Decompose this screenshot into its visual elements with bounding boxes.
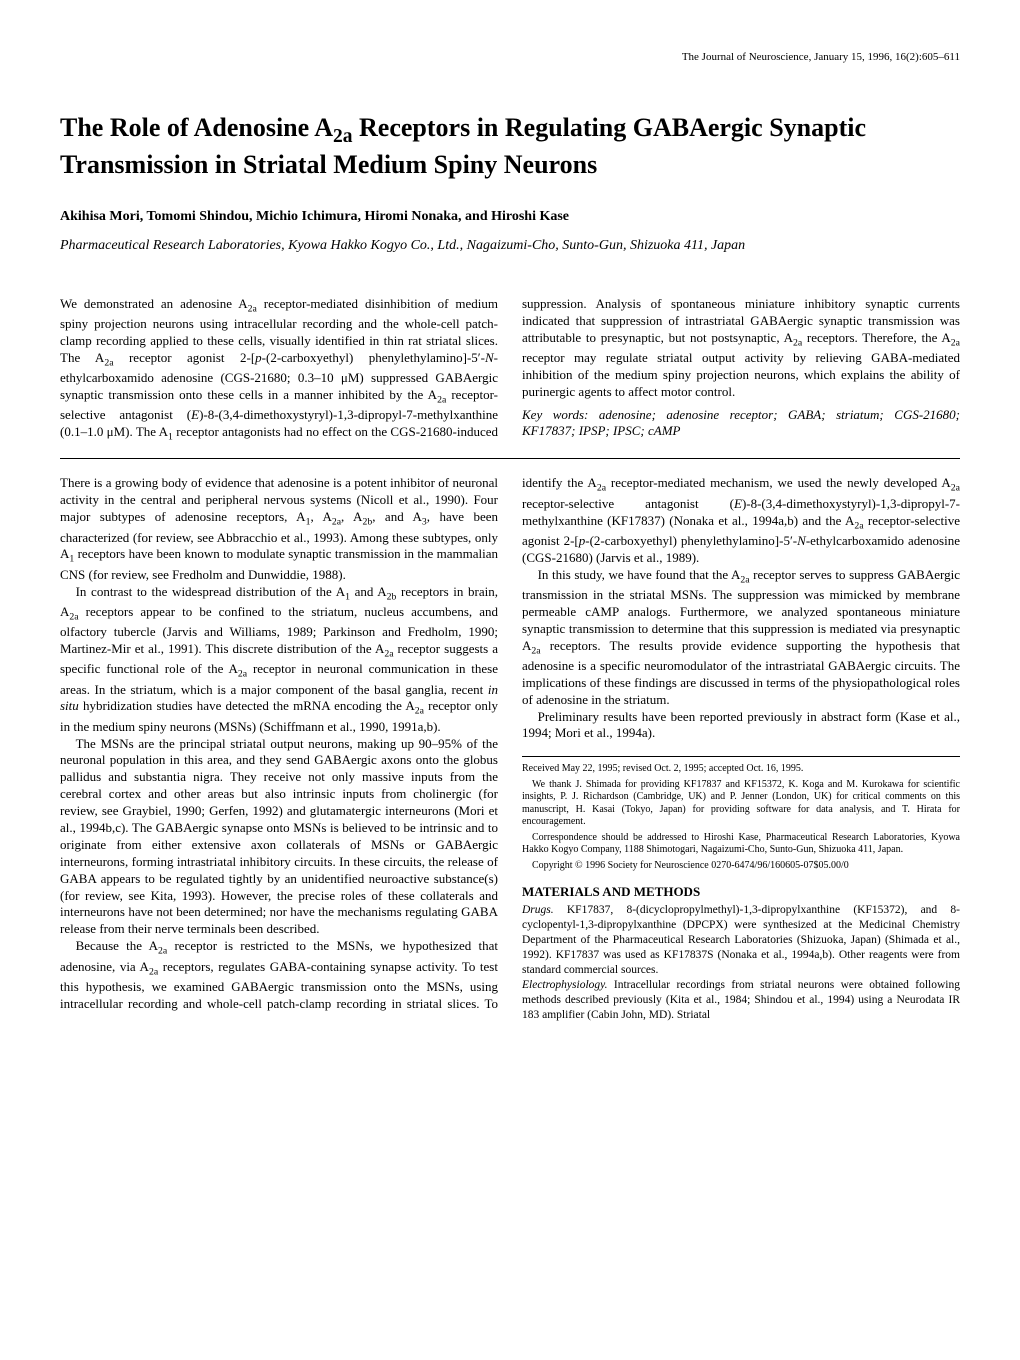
- body-text: There is a growing body of evidence that…: [60, 475, 960, 1022]
- footnotes-block: Received May 22, 1995; revised Oct. 2, 1…: [522, 756, 960, 872]
- methods-drugs: Drugs. KF17837, 8-(dicyclopropylmethyl)-…: [522, 904, 960, 976]
- abstract-block: We demonstrated an adenosine A2a recepto…: [60, 296, 960, 445]
- body-paragraph: The MSNs are the principal striatal outp…: [60, 736, 498, 939]
- affiliation: Pharmaceutical Research Laboratories, Ky…: [60, 236, 960, 256]
- footnote-copyright: Copyright © 1996 Society for Neuroscienc…: [522, 860, 960, 873]
- body-paragraph: Preliminary results have been reported p…: [522, 709, 960, 743]
- body-paragraph: There is a growing body of evidence that…: [60, 475, 498, 583]
- keywords: Key words: adenosine; adenosine receptor…: [522, 407, 960, 441]
- article-title: The Role of Adenosine A2a Receptors in R…: [60, 112, 960, 180]
- separator-rule: [60, 458, 960, 459]
- authors: Akihisa Mori, Tomomi Shindou, Michio Ich…: [60, 208, 960, 226]
- footnote-thanks: We thank J. Shimada for providing KF1783…: [522, 779, 960, 829]
- footnote-correspondence: Correspondence should be addressed to Hi…: [522, 832, 960, 857]
- journal-header: The Journal of Neuroscience, January 15,…: [60, 50, 960, 64]
- body-paragraph: In this study, we have found that the A2…: [522, 567, 960, 709]
- methods-text: Drugs. KF17837, 8-(dicyclopropylmethyl)-…: [522, 903, 960, 1023]
- body-paragraph: In contrast to the widespread distributi…: [60, 584, 498, 736]
- footnote-received: Received May 22, 1995; revised Oct. 2, 1…: [522, 763, 960, 776]
- methods-heading: MATERIALS AND METHODS: [522, 884, 960, 901]
- methods-ephys: Electrophysiology. Intracellular recordi…: [522, 979, 960, 1021]
